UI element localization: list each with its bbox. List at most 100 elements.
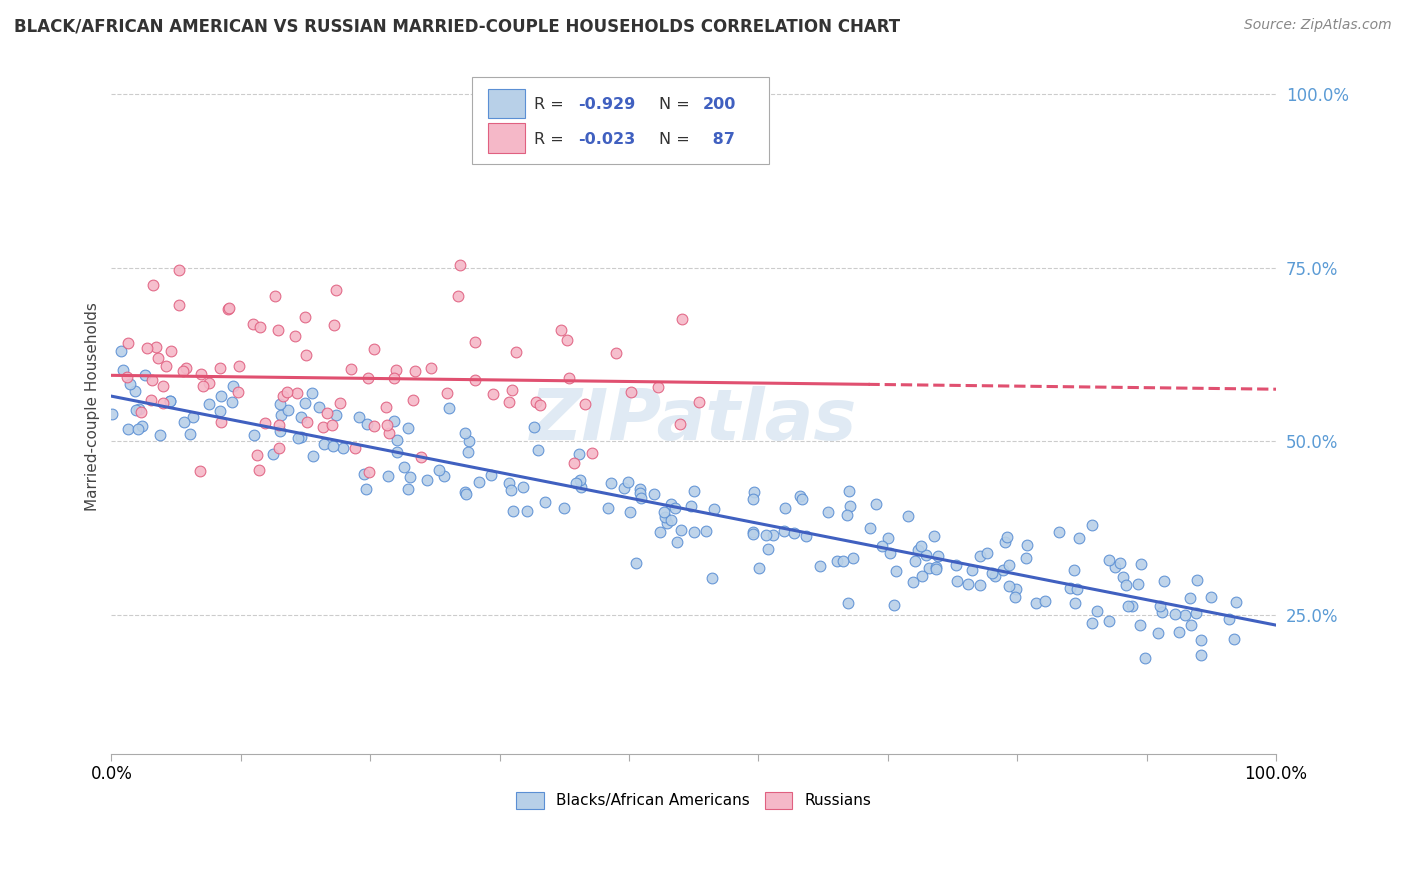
Point bbox=[529, 397, 551, 411]
Point bbox=[221, 379, 243, 393]
Point bbox=[179, 426, 201, 441]
Point bbox=[555, 333, 578, 347]
Point bbox=[773, 501, 796, 516]
Point bbox=[654, 505, 676, 519]
Point bbox=[831, 554, 853, 568]
Point bbox=[294, 310, 316, 325]
Point bbox=[630, 491, 652, 505]
Point bbox=[773, 524, 796, 539]
Point bbox=[218, 301, 240, 315]
Point bbox=[267, 322, 290, 336]
Point bbox=[167, 298, 190, 312]
Point bbox=[449, 258, 471, 272]
Point bbox=[574, 396, 596, 410]
Point bbox=[159, 393, 181, 408]
Point bbox=[209, 389, 232, 403]
Point bbox=[1047, 524, 1070, 539]
Point bbox=[115, 369, 138, 384]
Text: R =: R = bbox=[534, 97, 569, 112]
Point bbox=[498, 475, 520, 490]
Point bbox=[264, 289, 287, 303]
Point bbox=[409, 450, 432, 464]
Point bbox=[191, 379, 214, 393]
Point bbox=[134, 368, 156, 382]
Point bbox=[287, 431, 309, 445]
Point bbox=[128, 401, 150, 416]
Point bbox=[190, 367, 212, 381]
Point bbox=[1184, 606, 1206, 620]
Point bbox=[883, 598, 905, 612]
Point bbox=[1225, 595, 1247, 609]
Point bbox=[884, 565, 907, 579]
Point bbox=[457, 444, 479, 458]
Point bbox=[620, 384, 643, 399]
Point bbox=[755, 528, 778, 542]
Point bbox=[152, 396, 174, 410]
Point bbox=[377, 469, 399, 483]
Point bbox=[904, 553, 927, 567]
Point bbox=[553, 500, 575, 515]
Point bbox=[142, 277, 165, 292]
Point bbox=[145, 340, 167, 354]
Point bbox=[155, 359, 177, 373]
Y-axis label: Married-couple Households: Married-couple Households bbox=[86, 302, 100, 511]
Point bbox=[433, 468, 456, 483]
Point bbox=[962, 563, 984, 577]
Point bbox=[859, 521, 882, 535]
Point bbox=[382, 414, 405, 428]
Point bbox=[1081, 518, 1104, 533]
Point bbox=[141, 373, 163, 387]
Point bbox=[100, 408, 122, 422]
Point bbox=[1164, 607, 1187, 621]
Point bbox=[976, 546, 998, 560]
Point bbox=[1147, 626, 1170, 640]
Point bbox=[357, 465, 380, 479]
Text: N =: N = bbox=[659, 132, 695, 147]
Point bbox=[172, 364, 194, 378]
Point bbox=[353, 467, 375, 481]
Point bbox=[1033, 594, 1056, 608]
Point bbox=[499, 483, 522, 498]
Point bbox=[1168, 624, 1191, 639]
Point bbox=[922, 529, 945, 543]
Point bbox=[1059, 581, 1081, 595]
Point bbox=[742, 491, 765, 506]
Point bbox=[643, 487, 665, 501]
Point bbox=[188, 464, 211, 478]
Point bbox=[742, 484, 765, 499]
Point bbox=[700, 571, 723, 585]
Point bbox=[110, 344, 132, 359]
Point bbox=[127, 422, 149, 436]
Point bbox=[659, 497, 682, 511]
Point bbox=[402, 392, 425, 407]
Point bbox=[1135, 651, 1157, 665]
Point bbox=[159, 394, 181, 409]
Point bbox=[498, 395, 520, 409]
Point bbox=[131, 418, 153, 433]
Point bbox=[1063, 563, 1085, 577]
Point bbox=[1174, 608, 1197, 623]
Point bbox=[399, 469, 422, 483]
Point bbox=[918, 561, 941, 575]
Point bbox=[558, 370, 581, 384]
Point bbox=[382, 371, 405, 385]
Point bbox=[1129, 557, 1152, 571]
Point bbox=[1098, 614, 1121, 628]
Point bbox=[242, 317, 264, 331]
Point bbox=[340, 362, 363, 376]
Point bbox=[129, 405, 152, 419]
Point bbox=[396, 420, 419, 434]
Point bbox=[911, 569, 934, 583]
Point bbox=[825, 554, 848, 568]
Point bbox=[457, 434, 479, 448]
Point bbox=[619, 505, 641, 519]
Point bbox=[761, 527, 783, 541]
Text: BLACK/AFRICAN AMERICAN VS RUSSIAN MARRIED-COUPLE HOUSEHOLDS CORRELATION CHART: BLACK/AFRICAN AMERICAN VS RUSSIAN MARRIE… bbox=[14, 18, 900, 36]
Point bbox=[124, 384, 146, 398]
Point bbox=[995, 530, 1018, 544]
Point bbox=[344, 442, 367, 456]
Point bbox=[669, 417, 692, 432]
Point bbox=[569, 480, 592, 494]
Text: -0.023: -0.023 bbox=[578, 132, 636, 147]
Point bbox=[568, 447, 591, 461]
